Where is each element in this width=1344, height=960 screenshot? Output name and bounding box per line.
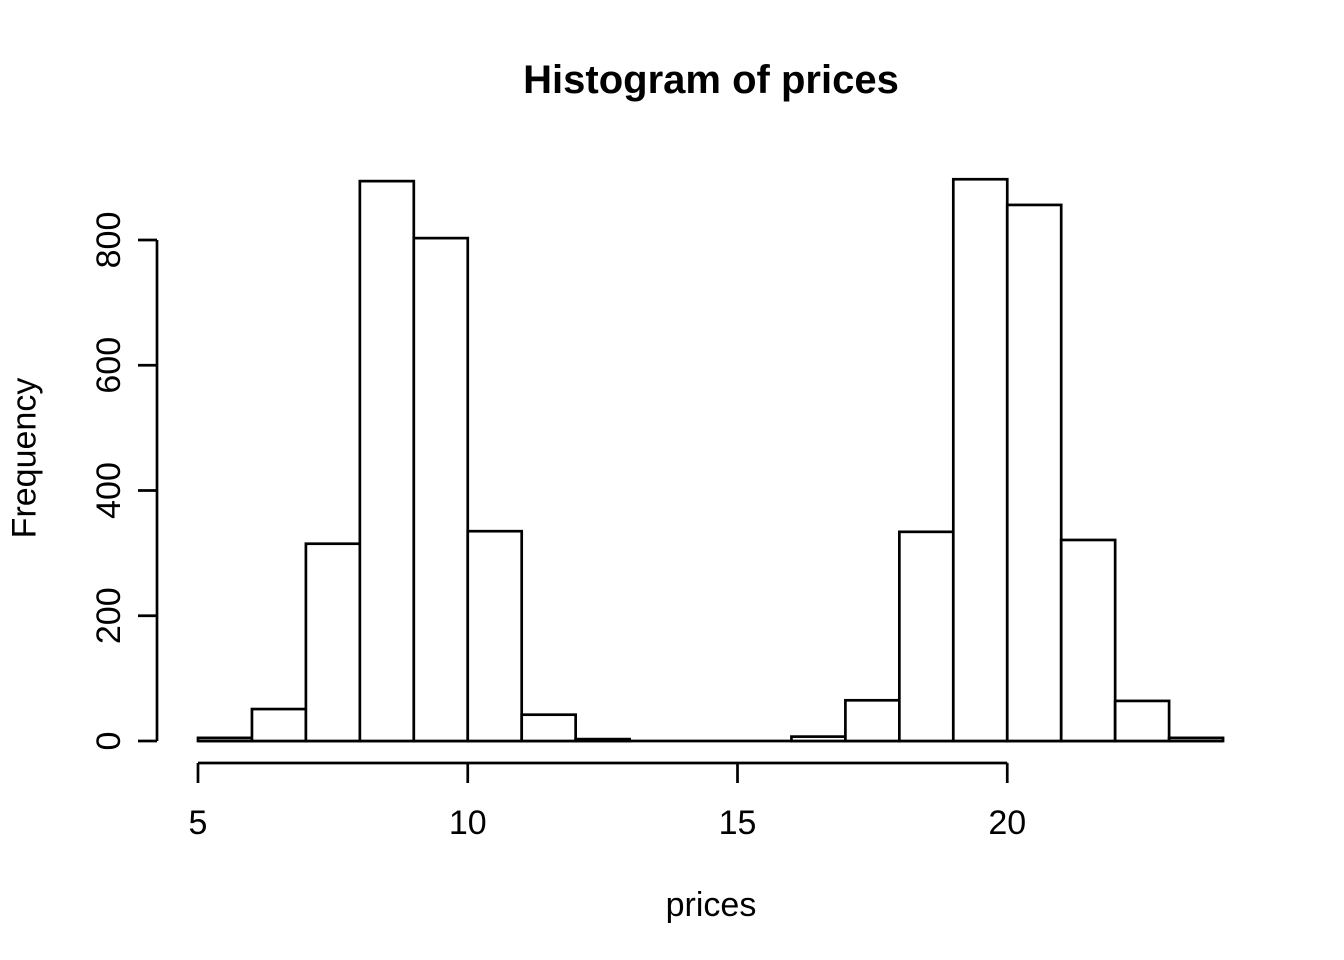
histogram-bar bbox=[844, 698, 901, 743]
y-axis: 0 200 400 600 800 bbox=[90, 212, 159, 751]
x-axis-label: prices bbox=[666, 886, 757, 924]
x-tick-label: 20 bbox=[988, 804, 1026, 842]
x-tick-label: 5 bbox=[189, 804, 208, 842]
x-tick-label: 10 bbox=[449, 804, 487, 842]
histogram-bar bbox=[951, 177, 1009, 743]
y-tick-label: 200 bbox=[90, 587, 128, 644]
histogram-bar bbox=[358, 179, 416, 743]
chart-title: Histogram of prices bbox=[523, 58, 899, 102]
histogram-bar bbox=[304, 542, 362, 743]
y-tick-label: 0 bbox=[90, 732, 128, 751]
histogram-bar bbox=[1167, 736, 1225, 743]
histogram-bar bbox=[574, 737, 631, 743]
x-axis: 5 10 15 20 bbox=[189, 761, 1026, 842]
x-tick-label: 15 bbox=[719, 804, 757, 842]
y-tick-label: 400 bbox=[90, 462, 128, 519]
y-tick-label: 600 bbox=[90, 337, 128, 394]
histogram-bar bbox=[196, 736, 254, 743]
histogram-bar bbox=[790, 735, 847, 743]
histogram-bar bbox=[520, 713, 578, 743]
histogram-bar bbox=[250, 707, 308, 743]
histogram-bar bbox=[412, 236, 470, 743]
histogram-bar bbox=[466, 529, 524, 743]
y-axis-label: Frequency bbox=[6, 378, 44, 539]
histogram-bar bbox=[1059, 538, 1117, 743]
y-tick-label: 800 bbox=[90, 212, 128, 269]
bars-group bbox=[196, 177, 1225, 743]
histogram-bar bbox=[1005, 203, 1063, 743]
histogram-bar bbox=[1113, 699, 1171, 743]
histogram-bar bbox=[897, 530, 955, 743]
